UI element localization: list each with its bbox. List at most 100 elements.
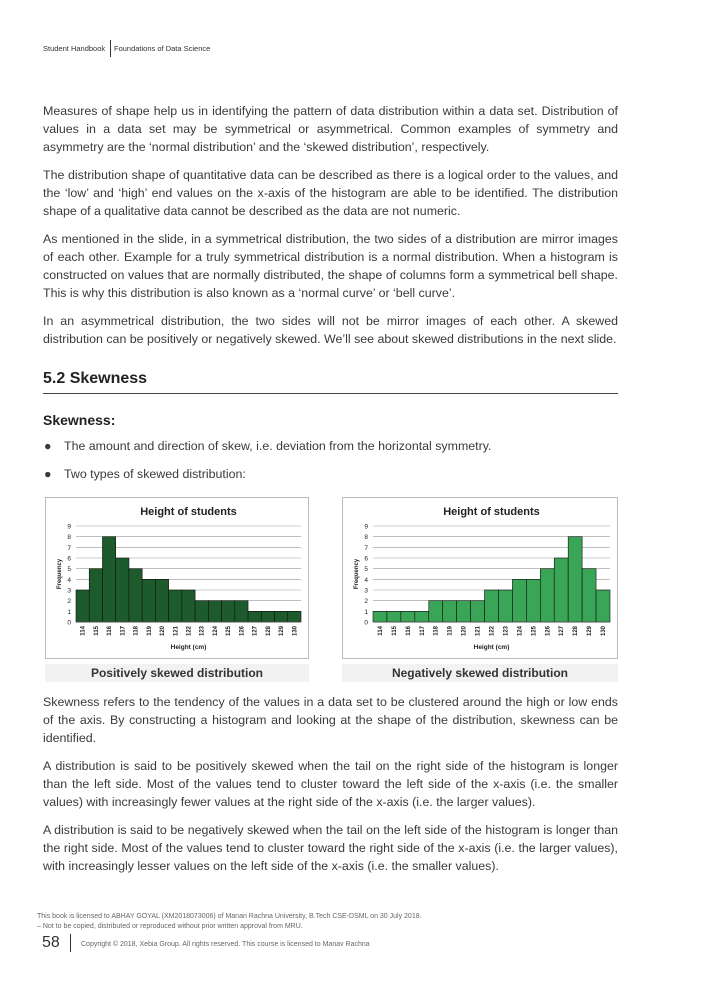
bar [581, 568, 597, 623]
bar [428, 600, 444, 623]
y-tick-label: 4 [364, 577, 368, 584]
x-tick-label: 127 [559, 625, 565, 636]
section-rule [43, 393, 618, 394]
x-tick-label: 116 [107, 625, 113, 635]
x-tick-label: 127 [253, 625, 259, 636]
caption: Negatively skewed distribution [342, 664, 618, 682]
bar [512, 579, 527, 623]
x-tick-label: 121 [173, 625, 179, 636]
bar [484, 589, 499, 623]
y-tick-label: 0 [67, 620, 71, 627]
bar [115, 557, 130, 623]
y-tick-label: 1 [67, 609, 71, 616]
x-tick-label: 126 [545, 625, 551, 636]
x-tick-label: 117 [420, 625, 426, 635]
subsection-title: Skewness: [43, 412, 116, 428]
x-tick-label: 119 [147, 625, 153, 635]
bar [194, 600, 209, 623]
bar [168, 589, 183, 623]
x-tick-label: 119 [448, 625, 454, 635]
bar [234, 600, 249, 623]
x-tick-label: 125 [226, 625, 232, 636]
chart-title: Height of students [443, 506, 540, 518]
bar [274, 611, 289, 623]
copyright: Copyright © 2018, Xebia Group. All right… [81, 941, 370, 948]
y-tick-label: 7 [364, 545, 368, 552]
y-tick-label: 5 [67, 566, 71, 573]
y-tick-label: 1 [364, 609, 368, 616]
x-tick-label: 125 [531, 625, 537, 636]
x-tick-label: 118 [134, 625, 140, 635]
x-tick-label: 114 [81, 625, 87, 635]
y-axis-label: Frequency [354, 558, 360, 589]
y-tick-label: 3 [67, 588, 71, 595]
bullet: ● Two types of skewed distribution: [44, 467, 246, 481]
bar [287, 611, 302, 623]
bar [155, 579, 169, 623]
x-tick-label: 128 [573, 625, 579, 636]
x-tick-label: 116 [406, 625, 412, 635]
bar [247, 611, 262, 623]
license-line: – Not to be copied, distributed or repro… [37, 923, 303, 930]
header-divider [110, 40, 111, 57]
x-tick-label: 130 [292, 625, 298, 636]
bar [75, 589, 90, 623]
x-tick-label: 122 [490, 625, 496, 636]
bullet-text: Two types of skewed distribution: [64, 467, 246, 481]
paragraph: As mentioned in the slide, in a symmetri… [43, 232, 618, 300]
y-tick-label: 8 [67, 534, 71, 541]
bar [181, 589, 196, 623]
bullet: ● The amount and direction of skew, i.e. … [44, 439, 492, 453]
bar [128, 568, 143, 623]
x-axis-label: Height (cm) [474, 644, 510, 651]
y-axis-label: Frequency [57, 558, 63, 589]
x-tick-label: 114 [378, 625, 384, 635]
paragraph: The distribution shape of quantitative d… [43, 168, 618, 218]
x-tick-label: 123 [200, 625, 206, 636]
bar [414, 611, 430, 623]
paragraph: Skewness refers to the tendency of the v… [43, 695, 618, 745]
x-tick-label: 129 [587, 625, 593, 636]
y-tick-label: 6 [67, 556, 71, 563]
bar [526, 579, 541, 623]
bar [456, 600, 471, 623]
y-tick-label: 9 [67, 524, 71, 531]
x-tick-label: 118 [434, 625, 440, 635]
bar [498, 589, 513, 623]
y-tick-label: 8 [364, 534, 368, 541]
x-tick-label: 129 [279, 625, 285, 636]
y-tick-label: 4 [67, 577, 71, 584]
histogram: Height of students0123456789Frequency114… [45, 497, 309, 659]
x-tick-label: 117 [120, 625, 126, 635]
bar [386, 611, 402, 623]
y-tick-label: 5 [364, 566, 368, 573]
x-tick-label: 121 [476, 625, 482, 636]
bar [400, 611, 416, 623]
bar [539, 568, 555, 623]
y-tick-label: 6 [364, 556, 368, 563]
y-tick-label: 2 [364, 598, 368, 605]
y-tick-label: 0 [364, 620, 368, 627]
bar [260, 611, 275, 623]
paragraph: A distribution is said to be negatively … [43, 823, 618, 873]
y-tick-label: 7 [67, 545, 71, 552]
bar [470, 600, 485, 623]
bar [221, 600, 236, 623]
x-tick-label: 130 [601, 625, 607, 636]
x-tick-label: 128 [266, 625, 272, 636]
footer-divider [70, 934, 71, 952]
caption: Positively skewed distribution [45, 664, 309, 682]
page-number: 58 [42, 934, 60, 951]
bar [88, 568, 103, 623]
bar [372, 611, 388, 623]
section-title: 5.2 Skewness [43, 370, 148, 387]
histogram: Height of students0123456789Frequency114… [342, 497, 618, 659]
x-axis-label: Height (cm) [171, 644, 207, 651]
license-line: This book is licensed to ABHAY GOYAL (XM… [37, 913, 422, 920]
y-tick-label: 9 [364, 524, 368, 531]
paragraph: A distribution is said to be positively … [43, 759, 618, 809]
header-right: Foundations of Data Science [114, 44, 211, 53]
bar [102, 536, 117, 623]
x-tick-label: 126 [239, 625, 245, 636]
